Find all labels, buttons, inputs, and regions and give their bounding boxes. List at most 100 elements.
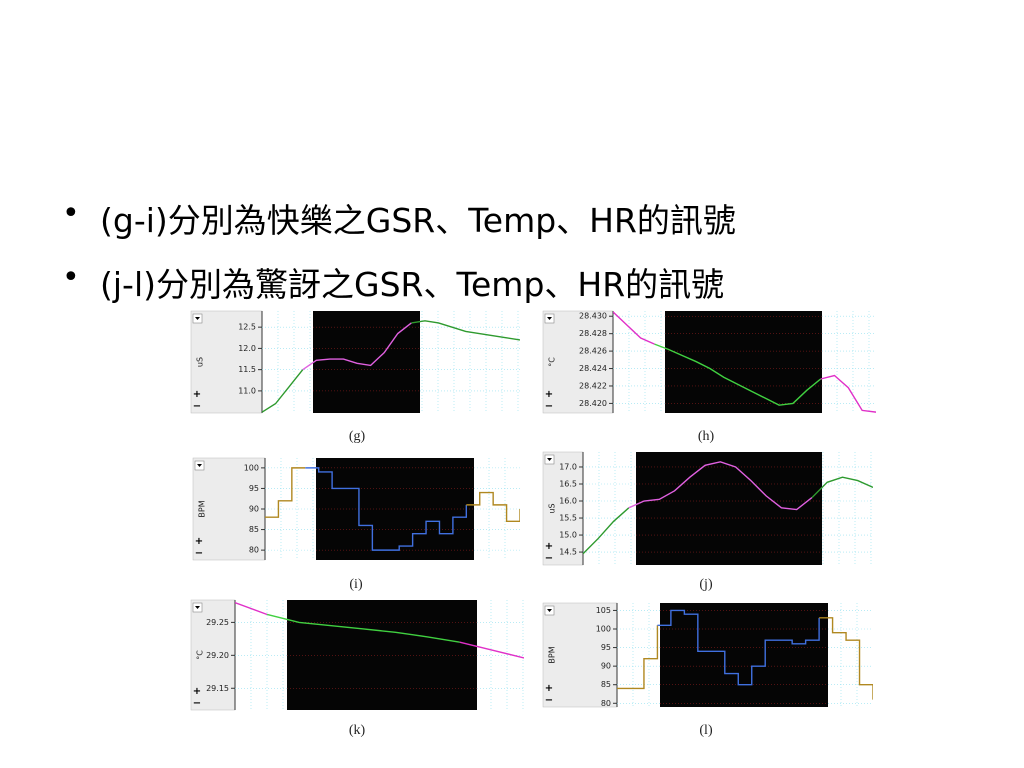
signal-line [820,374,876,413]
y-tick-label: 28.430 [579,312,607,321]
axis-strip [542,602,618,708]
y-tick-label: 16.5 [559,479,577,488]
y-tick-label: 28.426 [579,347,607,356]
y-tick-label: 95 [601,643,611,652]
zoom-plus: + [545,683,553,694]
dropdown-arrow [195,317,200,320]
y-tick-label: 90 [249,505,259,514]
signal-line [811,476,873,499]
y-axis-label: BPM [198,500,207,517]
y-tick-label: 15.0 [559,531,577,540]
highlight-region [313,311,420,413]
y-tick-label: 29.15 [206,684,229,693]
caption: (g) [349,429,366,444]
y-tick-label: 85 [601,680,611,689]
y-tick-label: 15.5 [559,514,577,523]
y-axis-label: BPM [548,646,557,663]
zoom-minus: − [193,698,201,709]
caption: (k) [349,723,366,738]
y-tick-label: 16.0 [559,497,577,506]
zoom-plus: + [193,686,201,697]
y-axis-label: °C [196,650,205,660]
signal-panel: +− °C 28.420 28.422 28.424 28.426 28.428 28.430… [542,310,876,444]
signal-panel: +− BPM 80 85 90 95 100 (i) [192,457,520,592]
highlight-region [660,603,828,707]
caption: (i) [349,577,363,592]
signal-line [305,467,468,551]
axis-strip [542,451,584,566]
signal-line [235,601,268,616]
signal-line [302,322,412,371]
signal-line [628,461,813,511]
signal-line [265,467,306,518]
signal-panel: +− uS 11.0 11.5 12.0 12.5 (g) [190,310,520,444]
dropdown-arrow [195,606,200,609]
zoom-minus: − [193,401,201,412]
bullet-text: (g-i)分別為快樂之GSR、Temp、HR的訊號 [100,201,736,240]
y-tick-label: 100 [596,625,611,634]
y-tick-label: 29.20 [206,651,229,660]
signal-line [459,641,524,659]
zoom-minus: − [195,548,203,559]
y-tick-label: 100 [244,463,259,472]
signal-panel: +− uS 14.5 15.0 15.5 16.0 16.5 17.0 (j) [542,451,873,592]
y-tick-label: 11.0 [238,386,256,395]
caption: (h) [698,429,715,444]
y-tick-label: 95 [249,484,259,493]
axis-strip [192,457,266,561]
signal-line [819,617,873,700]
dropdown-arrow [547,458,552,461]
signal-panel: +− BPM 80 85 90 95 100 105 (l) [542,602,873,738]
highlight-region [287,600,477,710]
y-tick-label: 28.422 [579,381,607,390]
y-tick-label: 29.25 [206,618,229,627]
y-tick-label: 12.5 [238,323,256,332]
dropdown-arrow [197,464,202,467]
y-tick-label: 28.424 [579,364,607,373]
zoom-minus: − [545,553,553,564]
zoom-minus: − [545,695,553,706]
y-tick-label: 28.420 [579,399,607,408]
signal-line [266,613,460,643]
caption: (j) [699,577,713,592]
y-axis-label: °C [548,357,557,367]
axis-strip [190,599,236,711]
y-tick-label: 28.428 [579,329,607,338]
highlight-region [636,452,822,565]
zoom-plus: + [195,536,203,547]
y-tick-label: 105 [596,606,611,615]
signal-panel: +− °C 29.15 29.20 29.25 (k) [190,599,524,738]
axis-strip [542,310,614,414]
signal-line [657,609,820,686]
signal-line [613,311,655,345]
caption: (l) [699,723,713,738]
y-tick-label: 14.5 [559,548,577,557]
y-tick-label: 80 [601,699,611,708]
y-tick-label: 11.5 [238,365,256,374]
zoom-minus: − [545,401,553,412]
dropdown-arrow [547,317,552,320]
signal-line [411,320,520,341]
dropdown-arrow [547,609,552,612]
y-tick-label: 80 [249,546,259,555]
signal-line [654,343,822,406]
y-tick-label: 17.0 [559,462,577,471]
y-tick-label: 12.0 [238,344,256,353]
bullet-dot: • [62,260,80,295]
y-tick-label: 90 [601,662,611,671]
signal-line [583,507,630,555]
highlight-region [665,311,822,413]
y-axis-label: uS [196,357,205,367]
bullet-text: (j-l)分別為驚訝之GSR、Temp、HR的訊號 [100,265,725,304]
zoom-plus: + [545,541,553,552]
bullet-dot: • [62,196,80,231]
zoom-plus: + [193,389,201,400]
signal-line [466,491,520,523]
y-tick-label: 85 [249,525,259,534]
signal-line [262,369,304,413]
y-axis-label: uS [548,503,557,513]
axis-strip [190,310,263,414]
zoom-plus: + [545,389,553,400]
